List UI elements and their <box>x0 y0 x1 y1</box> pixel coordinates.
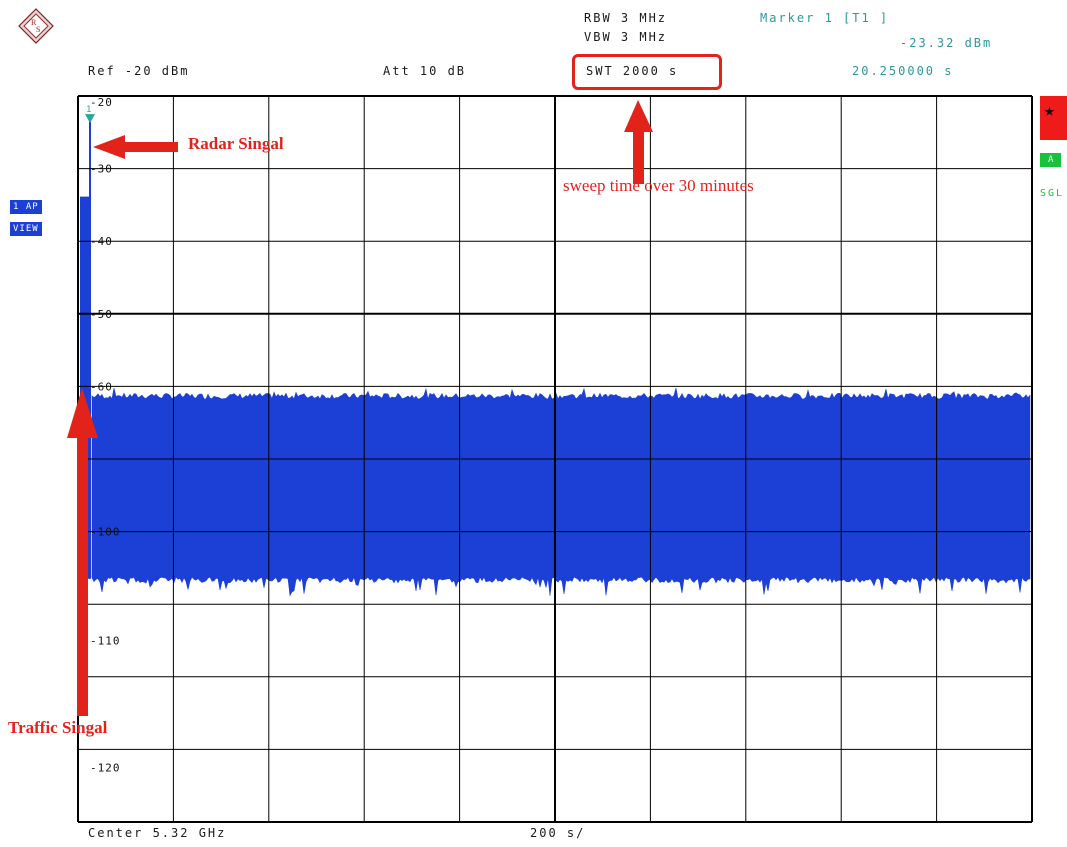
marker-level: -23.32 dBm <box>900 36 993 50</box>
y-tick-label: -60 <box>90 380 113 393</box>
attenuation: Att 10 dB <box>383 64 467 78</box>
radar-signal-annotation: Radar Singal <box>188 134 284 153</box>
trace-mode-badge: 1 AP <box>10 200 42 214</box>
annotation-layer <box>67 100 653 716</box>
noise-band <box>91 387 1031 597</box>
marker-triangle <box>85 114 95 124</box>
grid-layer <box>77 95 1033 823</box>
sweep-time: SWT 2000 s <box>586 64 679 78</box>
y-tick-label: -100 <box>90 526 121 539</box>
y-tick-label: -50 <box>90 308 113 321</box>
marker-time: 20.250000 s <box>852 64 954 78</box>
marker-number: 1 <box>86 105 91 115</box>
sweep-time-annotation: sweep time over 30 minutes <box>563 176 754 195</box>
radar-arrow <box>93 135 178 159</box>
sweep-arrow <box>624 100 653 184</box>
marker-label: Marker 1 [T1 ] <box>760 11 890 25</box>
y-tick-label: -110 <box>90 635 121 648</box>
right-status-badge: A <box>1040 153 1062 167</box>
traffic-signal-annotation: Traffic Singal <box>8 718 108 737</box>
right-status-red-box <box>1040 96 1067 140</box>
time-per-division: 200 s/ <box>530 826 586 840</box>
y-tick-label: -120 <box>90 761 121 774</box>
y-tick-label: -40 <box>90 235 113 248</box>
rohde-schwarz-logo: R S <box>18 8 54 44</box>
trace-layer: 1 <box>80 105 1031 597</box>
tick-layer: -20 -30 -40 -50 -60 -100 -110 -120 <box>90 96 121 774</box>
rbw-readout: RBW 3 MHz <box>584 11 668 25</box>
trace-view-badge: VIEW <box>10 222 42 236</box>
y-tick-label: -30 <box>90 163 113 176</box>
radar-spike-bar <box>80 196 90 579</box>
sweep-time-highlight-box <box>572 54 722 90</box>
single-sweep-label: SGL <box>1040 188 1065 199</box>
traffic-arrow <box>67 388 98 716</box>
ref-level: Ref -20 dBm <box>88 64 190 78</box>
star-icon: ★ <box>1044 100 1055 121</box>
y-tick-label: -20 <box>90 96 113 109</box>
svg-text:R: R <box>31 18 37 27</box>
svg-text:S: S <box>36 25 40 34</box>
vbw-readout: VBW 3 MHz <box>584 30 668 44</box>
center-frequency: Center 5.32 GHz <box>88 826 227 840</box>
